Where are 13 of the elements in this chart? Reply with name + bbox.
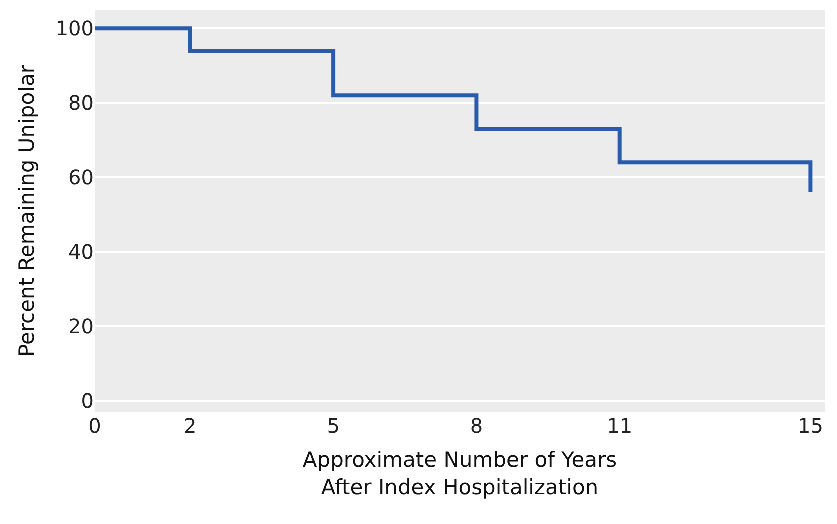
x-tick-label: 11	[607, 414, 633, 438]
y-tick-label: 20	[68, 314, 94, 338]
y-axis-title: Percent Remaining Unipolar	[14, 64, 39, 357]
x-axis-title: Approximate Number of Years After Index Hospitalization	[302, 448, 618, 500]
y-tick-label: 0	[81, 388, 94, 413]
x-tick-label: 2	[184, 414, 197, 438]
y-tick-label: 40	[68, 240, 94, 264]
y-tick-label: 80	[68, 91, 94, 116]
y-tick-label: 60	[68, 166, 94, 190]
x-tick-label: 8	[470, 414, 484, 438]
y-tick-label: 100	[56, 16, 94, 41]
x-tick-label: 5	[327, 414, 340, 438]
x-tick-label: 15	[798, 414, 824, 438]
